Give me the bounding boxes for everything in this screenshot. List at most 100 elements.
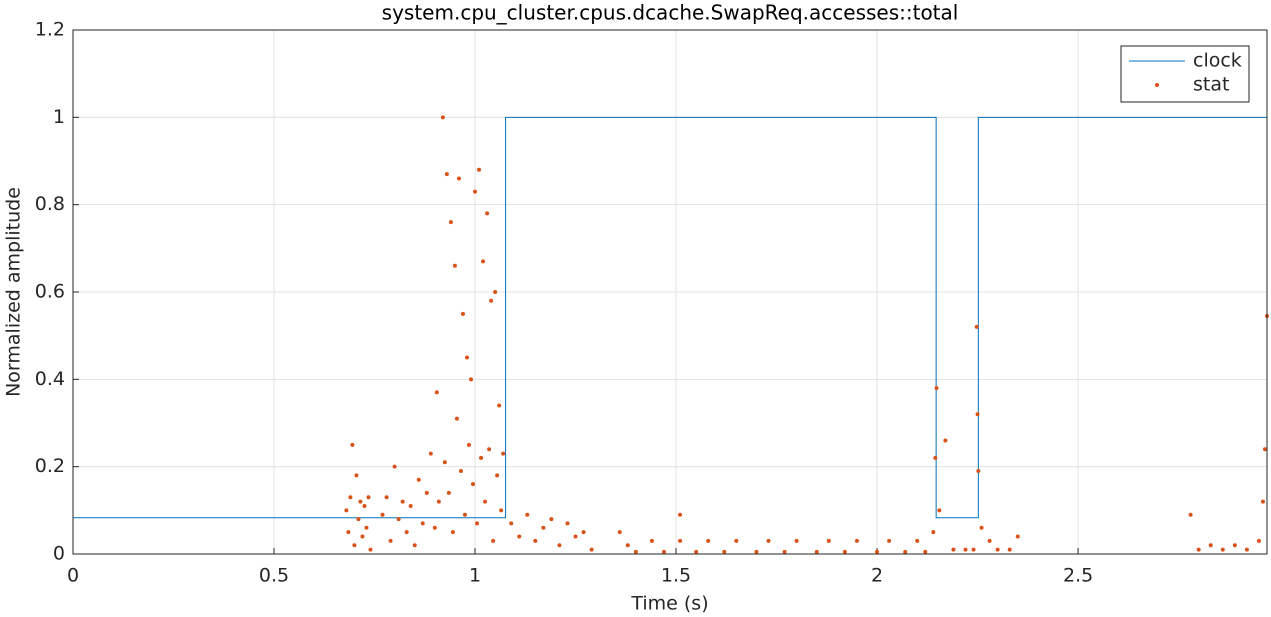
line-series [73, 116, 1267, 519]
scatter-point [477, 167, 482, 172]
scatter-point [487, 447, 492, 452]
chart-title: system.cpu_cluster.cpus.dcache.SwapReq.a… [382, 1, 959, 25]
scatter-point [943, 438, 948, 443]
x-tick-label: 1 [469, 565, 481, 587]
scatter-point [358, 499, 363, 504]
x-tick-label: 0 [67, 565, 79, 587]
scatter-point [442, 460, 447, 465]
scatter-point [678, 538, 683, 543]
scatter-point [408, 503, 413, 508]
y-tick-label: 0.8 [35, 193, 65, 215]
scatter-point [589, 547, 594, 552]
scatter-point [346, 530, 351, 535]
scatter-point [416, 477, 421, 482]
scatter-point [706, 538, 711, 543]
y-tick-label: 1 [53, 106, 65, 128]
scatter-point [475, 521, 480, 526]
scatter-point [1015, 534, 1020, 539]
scatter-point [432, 525, 437, 530]
scatter-point [694, 549, 699, 554]
scatter-point [1220, 547, 1225, 552]
scatter-point [933, 455, 938, 460]
scatter-point [722, 549, 727, 554]
scatter-point [573, 534, 578, 539]
scatter-point [420, 521, 425, 526]
scatter-point [903, 549, 908, 554]
scatter-point [352, 543, 357, 548]
scatter-point [350, 442, 355, 447]
scatter-point [931, 530, 936, 535]
scatter-point [460, 311, 465, 316]
scatter-point [1256, 538, 1261, 543]
scatter-point [854, 538, 859, 543]
scatter-point [1188, 512, 1193, 517]
scatter-point [464, 355, 469, 360]
scatter-point [533, 538, 538, 543]
scatter-point [951, 547, 956, 552]
scatter-point [766, 538, 771, 543]
scatter-point [493, 290, 498, 294]
y-tick-label: 0.2 [35, 455, 65, 477]
scatter-point [1260, 499, 1265, 504]
scatter-point [356, 517, 361, 522]
x-tick-label: 2.5 [1063, 565, 1093, 587]
scatter-point [501, 451, 506, 456]
scatter-point [368, 547, 373, 552]
scatter-point [1262, 447, 1267, 452]
scatter-point [483, 499, 488, 504]
scatter-point [782, 549, 787, 554]
scatter-point [649, 538, 654, 543]
scatter-point [814, 549, 819, 554]
scatter-point [617, 530, 622, 535]
scatter-point [915, 538, 920, 543]
scatter-point [557, 543, 562, 548]
scatter-point [424, 490, 429, 495]
scatter-point [434, 390, 439, 395]
scatter-point [354, 473, 359, 478]
scatter-point [380, 512, 385, 517]
scatter-point [400, 499, 405, 504]
scatter-point [875, 549, 880, 554]
scatter-point [444, 172, 449, 177]
scatter-point [1196, 547, 1201, 552]
scatter-point [392, 464, 397, 469]
scatter-point [678, 512, 683, 517]
scatter-point [344, 508, 349, 513]
scatter-point [404, 530, 409, 535]
scatter-point [541, 525, 546, 530]
scatter-point [428, 451, 433, 456]
scatter-point [479, 455, 484, 460]
scatter-point [473, 189, 478, 194]
scatter-point [446, 490, 451, 495]
x-axis-label: Time (s) [630, 593, 708, 615]
scatter-point [517, 534, 522, 539]
scatter-point [491, 538, 496, 543]
scatter-point [485, 211, 490, 216]
legend-marker [1155, 83, 1159, 87]
scatter-point [937, 508, 942, 513]
y-tick-label: 0.4 [35, 368, 65, 390]
scatter-point [974, 324, 979, 329]
axes-box [72, 29, 1268, 555]
scatter-point [923, 549, 928, 554]
scatter-point [458, 469, 463, 474]
scatter-point [481, 259, 486, 264]
scatter-point [509, 521, 514, 526]
y-tick-label: 1.2 [35, 19, 65, 41]
scatter-point [1232, 543, 1237, 548]
scatter-point [454, 416, 459, 421]
scatter-point [734, 538, 739, 543]
scatter-point [987, 538, 992, 543]
scatter-point [452, 263, 457, 268]
scatter-point [497, 403, 502, 408]
scatter-point [979, 525, 984, 530]
scatter-point [1244, 547, 1249, 552]
scatter-point [1007, 547, 1012, 552]
scatter-point [456, 176, 461, 181]
scatter-point [549, 517, 554, 522]
scatter-point [364, 525, 369, 530]
